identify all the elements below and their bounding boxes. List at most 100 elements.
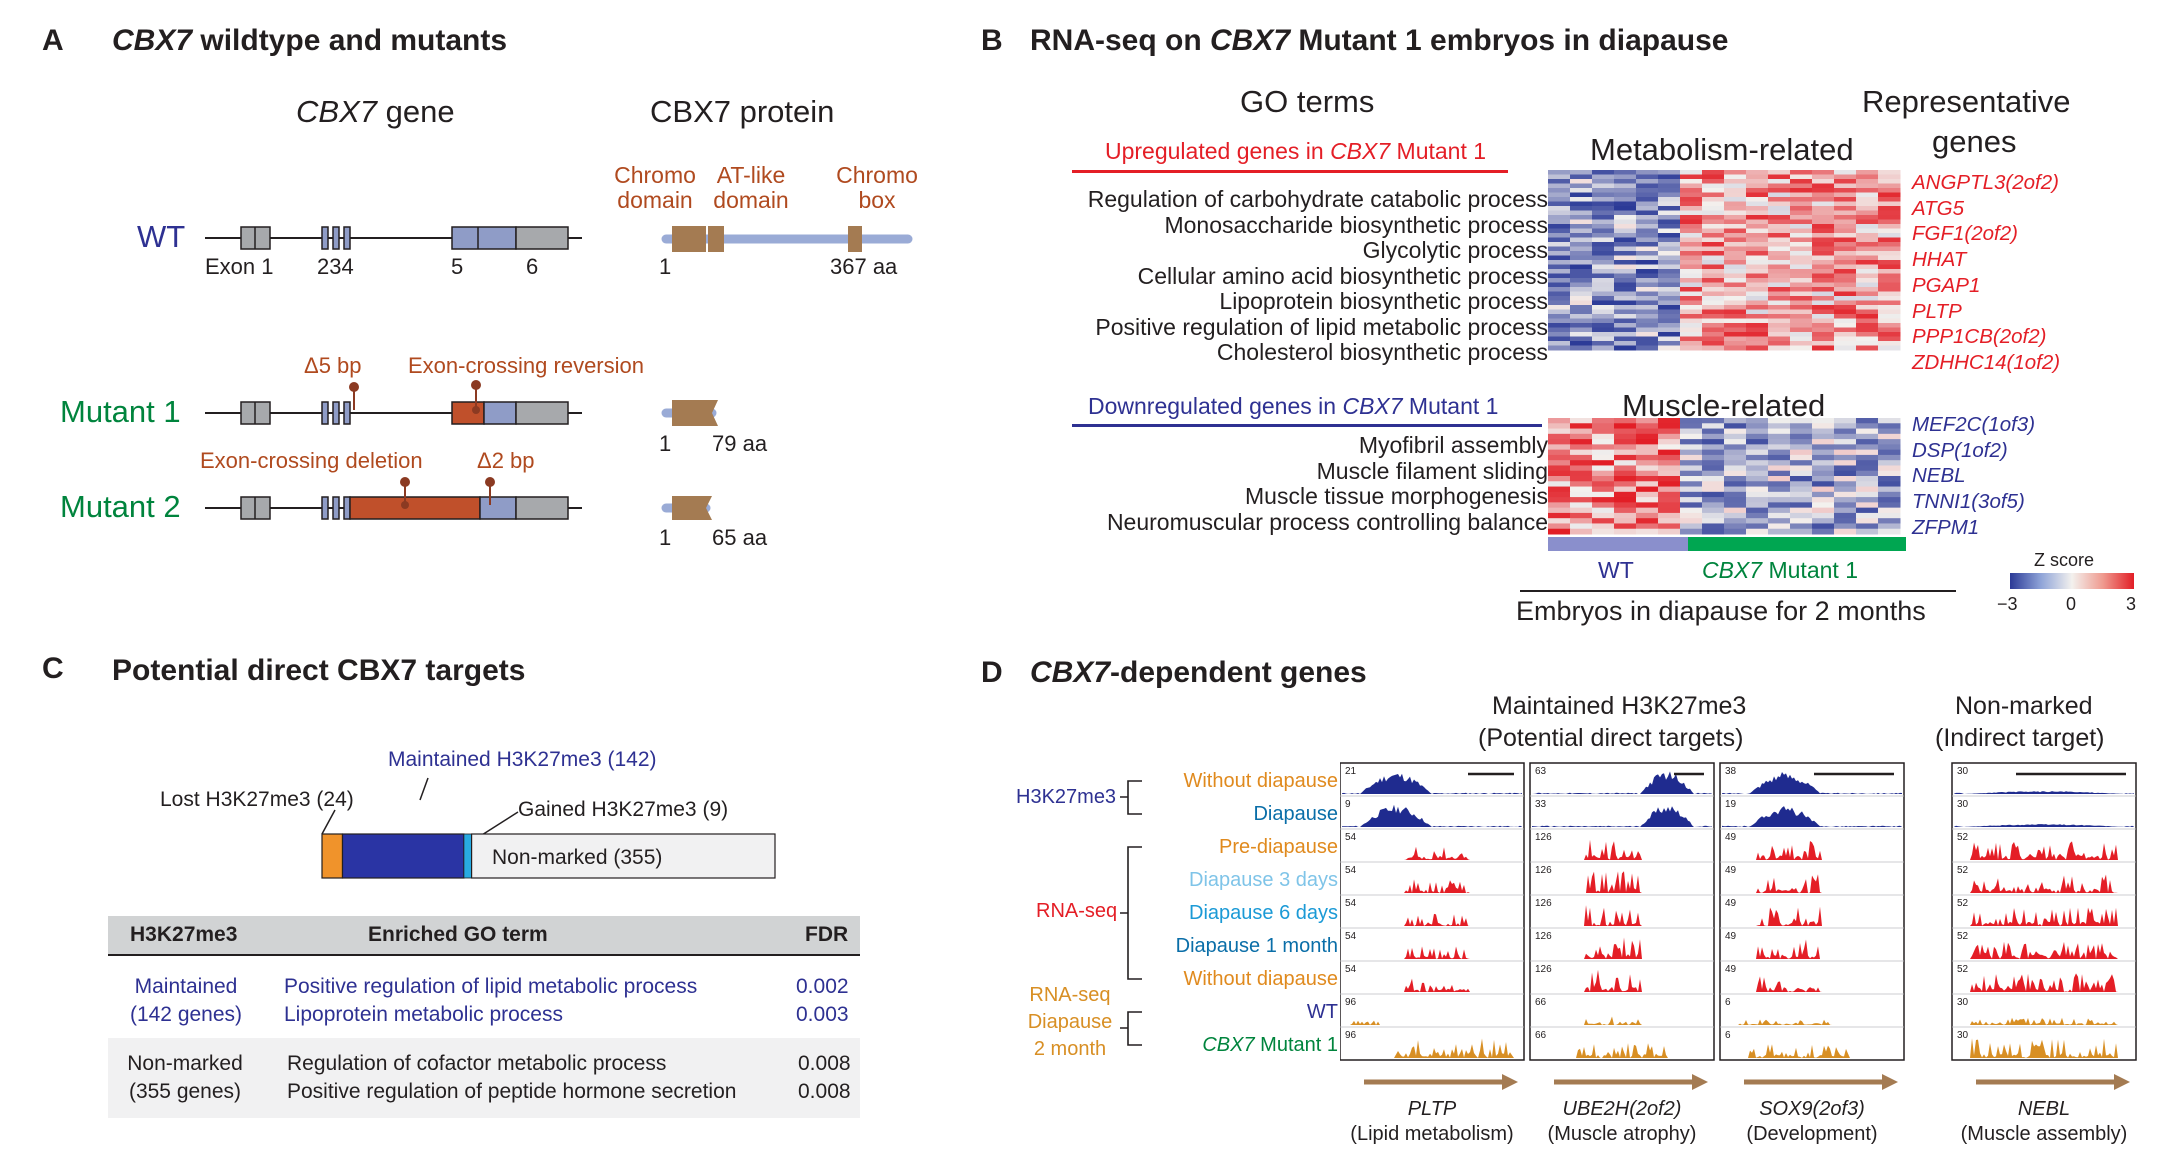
heatmap-cell — [1570, 269, 1593, 274]
heatmap-cell — [1548, 454, 1571, 461]
up-go-term: Positive regulation of lipid metabolic p… — [1095, 313, 1548, 340]
heatmap-cell — [1724, 460, 1747, 466]
heatmap-cell — [1548, 273, 1571, 279]
heatmap-cell — [1702, 237, 1725, 243]
heatmap-cell — [1746, 197, 1769, 202]
group-count: (142 genes) — [129, 1003, 243, 1026]
heatmap-cell — [1680, 309, 1703, 315]
heatmap-cell — [1790, 300, 1813, 306]
heatmap-cell — [1592, 528, 1615, 535]
heatmap-cell — [1636, 486, 1659, 493]
go-term: Regulation of cofactor metabolic process — [287, 1052, 667, 1075]
heatmap-cell — [1746, 233, 1769, 238]
heatmap-cell — [1570, 183, 1593, 189]
heatmap-cell — [1834, 201, 1857, 207]
heatmap-cell — [1680, 237, 1703, 243]
heatmap-cell — [1614, 296, 1637, 301]
heatmap-cell — [1812, 188, 1835, 193]
heatmap-cell — [1548, 242, 1571, 247]
heatmap-cell — [1790, 183, 1813, 189]
heatmap-cell — [1614, 418, 1637, 424]
heatmap-cell — [1746, 192, 1769, 198]
heatmap-cell — [1746, 439, 1769, 445]
heatmap-cell — [1790, 314, 1813, 319]
heatmap-cell — [1856, 233, 1879, 238]
heatmap-cell — [1724, 188, 1747, 193]
heatmap-cell — [1592, 255, 1615, 261]
heatmap-cell — [1614, 528, 1637, 535]
heatmap-cell — [1570, 246, 1593, 252]
heatmap-cell — [1702, 444, 1725, 451]
heatmap-cell — [1768, 318, 1791, 324]
heatmap-cell — [1834, 486, 1857, 493]
heatmap-cell — [1702, 341, 1725, 346]
heatmap-cell — [1592, 465, 1615, 472]
heatmap-cell — [1834, 449, 1857, 456]
heatmap-cell — [1746, 264, 1769, 270]
heatmap-cell — [1570, 287, 1593, 292]
heatmap-cell — [1592, 497, 1615, 503]
heatmap-cell — [1570, 476, 1593, 482]
heatmap-cell — [1680, 287, 1703, 292]
zscore-tick-max: 3 — [2126, 594, 2137, 614]
track-scale: 6 — [1725, 1030, 1731, 1041]
heatmap-cell — [1548, 201, 1571, 207]
heatmap-cell — [1834, 278, 1857, 283]
heatmap-cell — [1658, 300, 1681, 306]
heatmap-cell — [1636, 465, 1659, 472]
heatmap-cell — [1834, 327, 1857, 333]
heatmap-cell — [1812, 433, 1835, 440]
heatmap-cell — [1768, 345, 1791, 351]
heatmap-cell — [1768, 269, 1791, 274]
heatmap-cell — [1768, 170, 1791, 175]
heatmap-cell — [1856, 502, 1879, 509]
track-label-h3k-diapause: Diapause — [1253, 803, 1338, 825]
heatmap-cell — [1856, 251, 1879, 256]
go-term: Positive regulation of lipid metabolic p… — [284, 975, 698, 998]
heatmap-cell — [1878, 323, 1901, 328]
heatmap-cell — [1812, 233, 1835, 238]
downregulated-underline — [1072, 424, 1542, 427]
heatmap-cell — [1812, 439, 1835, 445]
heatmap-cell — [1746, 497, 1769, 503]
track-signal — [1954, 824, 2134, 827]
heatmap-cell — [1878, 497, 1901, 503]
heatmap-cell — [1570, 314, 1593, 319]
heatmap-cell — [1724, 201, 1747, 207]
heatmap-cell — [1658, 278, 1681, 283]
heatmap-cell — [1834, 523, 1857, 530]
heatmap-cell — [1768, 470, 1791, 477]
heatmap-cell — [1548, 305, 1571, 310]
heatmap-cell — [1592, 309, 1615, 315]
heatmap-cell — [1856, 528, 1879, 535]
heatmap-cell — [1614, 491, 1637, 498]
table-row-maintained-group: Maintained (142 genes) — [126, 973, 246, 1029]
heatmap-cell — [1636, 282, 1659, 288]
heatmap-cell — [1592, 174, 1615, 180]
track-scale: 66 — [1535, 1030, 1547, 1041]
heatmap-cell — [1724, 296, 1747, 301]
track-label-diapause-6d: Diapause 6 days — [1189, 902, 1338, 924]
heatmap-cell — [1768, 465, 1791, 472]
heatmap-cell — [1724, 251, 1747, 256]
heatmap-cell — [1548, 465, 1571, 472]
metabolism-header: Metabolism-related — [1590, 132, 1854, 167]
heatmap-cell — [1724, 423, 1747, 430]
heatmap-cell — [1790, 444, 1813, 451]
heatmap-cell — [1724, 237, 1747, 243]
heatmap-cell — [1790, 287, 1813, 292]
heatmap-cell — [1768, 523, 1791, 530]
heatmap-cell — [1636, 327, 1659, 333]
heatmap-cell — [1812, 518, 1835, 524]
track-label-diapause-3d: Diapause 3 days — [1189, 869, 1338, 891]
gene-description: (Development) — [1746, 1123, 1877, 1145]
heatmap-cell — [1570, 323, 1593, 328]
heatmap-cell — [1746, 269, 1769, 274]
heatmap-cell — [1812, 327, 1835, 333]
heatmap-cell — [1658, 179, 1681, 184]
heatmap-cell — [1614, 278, 1637, 283]
heatmap-cell — [1702, 278, 1725, 283]
table-row-maintained-fdr: 0.002 0.003 — [796, 973, 849, 1029]
heatmap-cell — [1614, 174, 1637, 180]
go-terms-header: GO terms — [1240, 84, 1375, 119]
